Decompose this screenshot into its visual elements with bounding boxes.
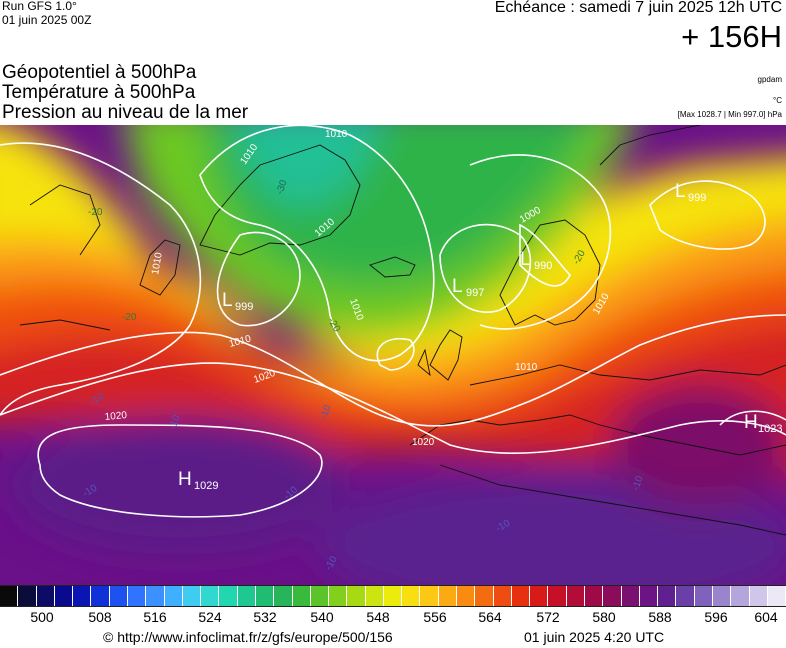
run-date: 01 juin 2025 00Z [2,13,92,27]
low-center-letter: L [452,276,463,297]
footer-date: 01 juin 2025 4:20 UTC [524,629,665,645]
isobar-label: 1020 [412,437,435,448]
temperature-label: -10 [318,403,333,421]
temperature-label: -10 [167,413,182,431]
color-swatch [146,586,165,606]
color-swatch [292,586,311,606]
color-swatch [18,586,37,606]
color-swatch [383,586,403,606]
color-swatch [164,586,183,606]
color-swatch [402,586,421,606]
coastlines [19,125,786,536]
field-geopotential: Géopotentiel à 500hPa [2,62,197,83]
scale-tick: 508 [88,609,112,625]
low-center-letter: L [675,181,686,202]
color-swatch [548,586,567,606]
low-center-letter: L [222,290,233,311]
color-swatch [621,586,640,606]
color-swatch [676,586,695,606]
scale-tick: 572 [536,609,560,625]
temperature-label: -10 [630,474,645,492]
color-swatch [73,586,92,606]
geopotential-field: 1010 1010 1010 1010 1010 1010 1010 1000 … [0,125,786,585]
scale-tick: 532 [253,609,277,625]
color-swatch [712,586,732,606]
scale-tick: 548 [366,609,390,625]
isobar-label: 1010 [515,362,538,373]
color-swatch [749,586,768,606]
low-center-value: 999 [235,301,253,313]
color-swatch [0,586,19,606]
isobar-label: 1020 [104,410,128,423]
scale-tick: 540 [310,609,334,625]
high-center-value: 1023 [758,423,782,435]
pressure-centers: L 999 L 997 L 990 L 999 H 1029 H 1023 [178,181,782,492]
color-swatch [310,586,330,606]
color-swatch [585,586,604,606]
color-swatch [127,586,147,606]
high-center-letter: H [178,469,192,490]
color-swatch [767,586,786,606]
color-swatch [731,586,750,606]
color-swatch [457,586,476,606]
color-swatch [54,586,74,606]
unit-pressure: [Max 1028.7 | Min 997.0] hPa [677,110,782,119]
color-swatch [255,586,275,606]
unit-temperature: °C [773,96,782,105]
color-scale-bar [0,585,786,607]
color-swatch [511,586,531,606]
run-title: Run GFS 1.0° [2,0,77,13]
color-swatch [219,586,238,606]
field-temperature: Température à 500hPa [2,82,196,103]
low-center-value: 990 [534,260,552,272]
footer-url[interactable]: © http://www.infoclimat.fr/z/gfs/europe/… [103,629,393,645]
color-swatch [603,586,622,606]
color-swatch [475,586,494,606]
scale-tick: 564 [478,609,502,625]
scale-tick: 588 [648,609,672,625]
isobars [0,125,786,518]
scale-tick: 516 [143,609,167,625]
lead-time: + 156H [681,19,782,54]
color-swatch [365,586,384,606]
isobar-label: 1010 [150,251,165,275]
high-center-value: 1029 [194,480,218,492]
color-swatch [493,586,512,606]
color-swatch [329,586,348,606]
color-swatch [420,586,439,606]
color-swatch [566,586,585,606]
scale-tick: 596 [704,609,728,625]
low-center-value: 999 [688,192,706,204]
field-pressure: Pression au niveau de la mer [2,102,249,123]
color-swatch [658,586,677,606]
high-center-letter: H [744,412,758,433]
weather-map: 1010 1010 1010 1010 1010 1010 1010 1000 … [0,125,786,585]
unit-geopotential: gpdam [757,75,782,84]
color-swatch [109,586,128,606]
color-swatch [530,586,549,606]
scale-tick: 556 [423,609,447,625]
color-swatch [274,586,293,606]
scale-tick: 580 [592,609,616,625]
forecast-valid-time: Echéance : samedi 7 juin 2025 12h UTC [494,0,782,16]
color-swatch [201,586,220,606]
color-swatch [694,586,713,606]
color-swatch [438,586,458,606]
temperature-label: -20 [122,312,137,323]
isobar-label: 1010 [325,129,348,140]
color-swatch [639,586,659,606]
color-swatch [91,586,110,606]
scale-tick: 604 [754,609,778,625]
color-swatch [182,586,202,606]
low-center-value: 997 [466,287,484,299]
temperature-label: -20 [88,207,103,218]
scale-tick: 500 [30,609,54,625]
color-swatch [347,586,366,606]
color-swatch [237,586,256,606]
scale-tick: 524 [198,609,222,625]
temperature-label: -30 [274,178,289,196]
color-swatch [36,586,55,606]
low-center-letter: L [520,249,531,270]
